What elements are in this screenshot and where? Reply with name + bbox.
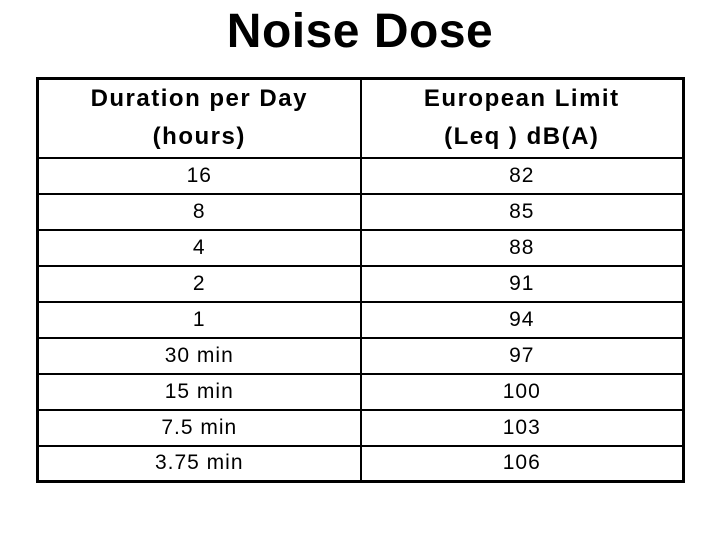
slide-title: Noise Dose	[226, 5, 494, 58]
limit-cell: 103	[359, 408, 685, 447]
duration-cell: 4	[36, 228, 362, 267]
duration-cell: 7.5 min	[36, 408, 362, 447]
duration-cell: 2	[36, 264, 362, 303]
header-duration-column: Duration per Day (hours)	[36, 77, 362, 159]
limit-cell: 100	[359, 372, 685, 411]
duration-cell: 1	[36, 300, 362, 339]
duration-cell: 3.75 min	[36, 444, 362, 483]
table-row: 7.5 min 103	[36, 408, 685, 447]
table-row: 1 94	[36, 300, 685, 339]
table-row: 2 91	[36, 264, 685, 303]
duration-cell: 8	[36, 192, 362, 231]
table-row: 3.75 min 106	[36, 444, 685, 483]
table-row: 15 min 100	[36, 372, 685, 411]
duration-cell: 15 min	[36, 372, 362, 411]
limit-cell: 106	[359, 444, 685, 483]
limit-cell: 94	[359, 300, 685, 339]
table-row: 4 88	[36, 228, 685, 267]
limit-cell: 82	[359, 156, 685, 195]
noise-dose-table: Duration per Day (hours) European Limit …	[36, 77, 685, 483]
duration-cell: 30 min	[36, 336, 362, 375]
header-limit-line1: European Limit	[423, 85, 620, 113]
table-row: 8 85	[36, 192, 685, 231]
limit-cell: 91	[359, 264, 685, 303]
limit-cell: 97	[359, 336, 685, 375]
header-duration-line2: (hours)	[152, 123, 246, 151]
limit-cell: 88	[359, 228, 685, 267]
limit-cell: 85	[359, 192, 685, 231]
header-limit-line2: (Leq ) dB(A)	[444, 123, 600, 151]
duration-cell: 16	[36, 156, 362, 195]
header-limit-column: European Limit (Leq ) dB(A)	[359, 77, 685, 159]
table-row: 16 82	[36, 156, 685, 195]
header-duration-line1: Duration per Day	[90, 85, 308, 113]
header-row: Duration per Day (hours) European Limit …	[36, 77, 685, 159]
table-row: 30 min 97	[36, 336, 685, 375]
